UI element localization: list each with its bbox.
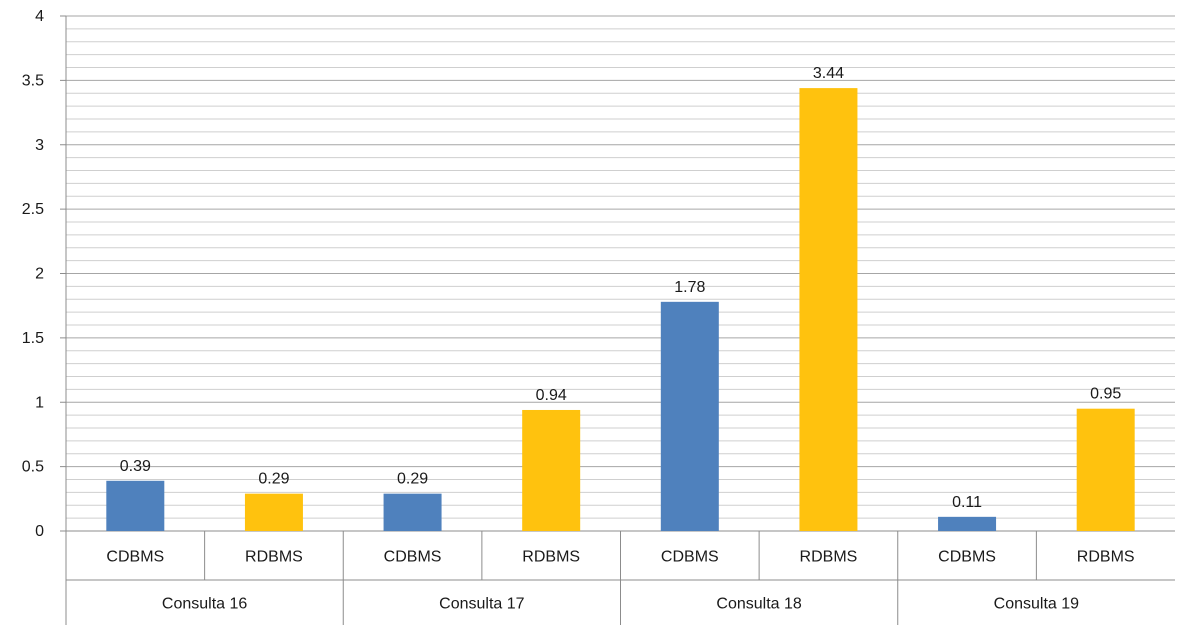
group-label: Consulta 17 <box>439 596 524 613</box>
category-label: RDBMS <box>245 549 303 566</box>
bar-cdbms <box>383 493 442 531</box>
bars <box>106 88 1135 531</box>
y-tick-label: 2 <box>35 266 44 283</box>
group-label: Consulta 19 <box>994 596 1079 613</box>
bar-cdbms <box>106 480 165 531</box>
bar-cdbms <box>660 301 719 531</box>
data-label: 1.78 <box>674 279 705 296</box>
y-tick-label: 1.5 <box>22 330 44 347</box>
data-label: 0.29 <box>397 471 428 488</box>
y-tick-label: 3 <box>35 137 44 154</box>
y-tick-label: 3.5 <box>22 72 44 89</box>
bar-cdbms <box>938 516 997 531</box>
category-label: RDBMS <box>800 549 858 566</box>
axes <box>65 16 1175 625</box>
group-label: Consulta 18 <box>716 596 801 613</box>
data-label: 0.11 <box>952 494 982 511</box>
y-tick-label: 4 <box>35 8 44 25</box>
data-label: 3.44 <box>813 65 844 82</box>
y-tick-label: 0 <box>35 523 44 540</box>
x-axis-categories: Consulta 16 CDBMS RDBMS Consulta 17 CDBMS RDB… <box>106 549 1134 613</box>
category-label: CDBMS <box>661 549 719 566</box>
y-tick-label: 2.5 <box>22 201 44 218</box>
y-axis-ticks: 0 0.5 1 1.5 2 2.5 3 3.5 4 <box>22 8 66 540</box>
data-label: 0.39 <box>120 458 151 475</box>
category-label: RDBMS <box>522 549 580 566</box>
y-tick-label: 1 <box>35 394 44 411</box>
category-label: CDBMS <box>106 549 164 566</box>
data-label: 0.29 <box>258 471 289 488</box>
bar-rdbms <box>1076 408 1135 531</box>
category-label: RDBMS <box>1077 549 1135 566</box>
data-labels: 0.39 0.29 0.29 0.94 1.78 3.44 0.11 0.95 <box>120 65 1122 511</box>
category-label: CDBMS <box>384 549 442 566</box>
group-label: Consulta 16 <box>162 596 247 613</box>
bar-rdbms <box>522 409 581 531</box>
data-label: 0.94 <box>536 387 567 404</box>
data-label: 0.95 <box>1090 386 1121 403</box>
category-label: CDBMS <box>938 549 996 566</box>
bar-rdbms <box>799 88 858 531</box>
y-tick-label: 0.5 <box>22 459 44 476</box>
bar-rdbms <box>244 493 303 531</box>
gridlines <box>66 15 1175 519</box>
